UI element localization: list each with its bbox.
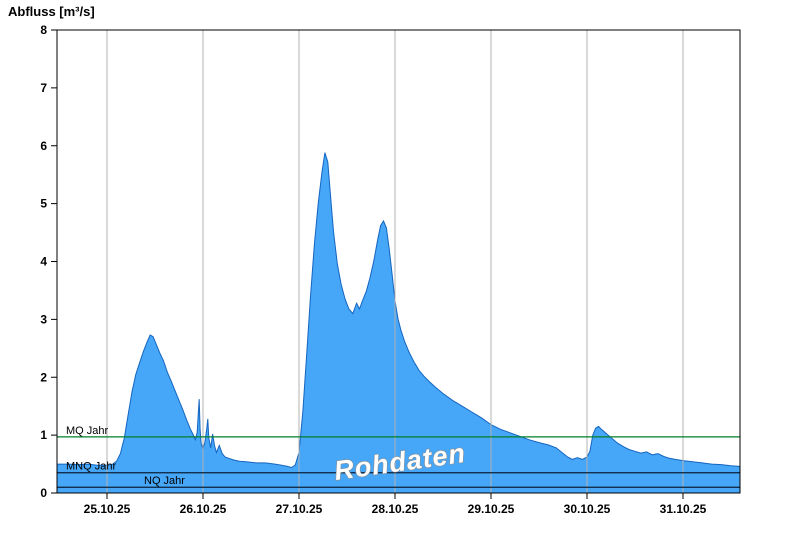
discharge-area-layer: [57, 152, 740, 493]
x-tick-label: 27.10.25: [276, 502, 323, 516]
y-tick-label: 6: [40, 139, 47, 153]
y-tick-label: 8: [40, 23, 47, 37]
axis-tick-layer: 25.10.25 26.10.25 27.10.25 28.10.25 29.10.25…: [40, 23, 706, 516]
discharge-area: [57, 152, 740, 493]
chart-title: Abfluss [m³/s]: [8, 4, 95, 19]
ref-line-label: MQ Jahr: [66, 425, 109, 437]
y-tick-label: 3: [40, 312, 47, 326]
y-tick-label: 0: [40, 486, 47, 500]
reference-line-layer: MQ Jahr MNQ Jahr NQ Jahr: [57, 425, 740, 488]
x-tick-label: 25.10.25: [84, 502, 131, 516]
discharge-area-edge: [57, 152, 740, 469]
y-tick-label: 5: [40, 197, 47, 211]
x-tick-label: 31.10.25: [660, 502, 707, 516]
x-tick-label: 29.10.25: [468, 502, 515, 516]
y-tick-label: 7: [40, 81, 47, 95]
ref-line-label: NQ Jahr: [144, 475, 185, 487]
y-tick-label: 1: [40, 428, 47, 442]
ref-line-label: MNQ Jahr: [66, 461, 116, 473]
y-tick-label: 4: [40, 255, 47, 269]
y-tick-label: 2: [40, 370, 47, 384]
plot-border: [56, 29, 741, 494]
x-tick-label: 26.10.25: [180, 502, 227, 516]
x-tick-label: 28.10.25: [372, 502, 419, 516]
x-tick-label: 30.10.25: [564, 502, 611, 516]
gridline-layer: [106, 30, 684, 493]
